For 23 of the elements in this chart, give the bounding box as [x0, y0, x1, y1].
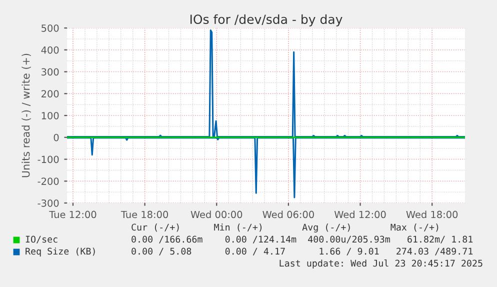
y-tick-label: 300 [42, 68, 59, 76]
text: 0.00 /166.66m 0.00 /124.14m 400.00u/205.93m 61.82m/ 1.81 [132, 236, 473, 244]
y-tick-label: 500 [42, 24, 59, 32]
legend-label: IO/sec [26, 236, 58, 244]
x-tick-label: Wed 06:00 [262, 210, 314, 218]
y-tick-label: 200 [42, 90, 59, 98]
x-tick-label: Wed 12:00 [334, 210, 386, 218]
y-tick-label: -300 [38, 199, 59, 207]
legend-label: Req Size (KB) [26, 248, 95, 256]
text: Cur (-/+) Min (-/+) Avg (-/+) Max (-/+) [132, 224, 438, 232]
x-tick-label: Wed 00:00 [190, 210, 242, 218]
y-tick-label: 100 [42, 112, 59, 120]
x-tick-label: Tue 18:00 [120, 210, 168, 218]
y-tick-label: -200 [38, 178, 59, 185]
x-tick-label: Tue 12:00 [49, 210, 96, 218]
y-tick-label: -100 [38, 156, 59, 164]
text: 0.00 / 5.08 0.00 / 4.17 1.66 / 9.01 274.03 /489.71 [132, 248, 473, 256]
y-tick-label: 0 [54, 134, 59, 142]
y-axis-title: Units read (-) / write (+) [22, 54, 31, 178]
chart-title: IOs for /dev/sda - by day [190, 14, 342, 26]
x-tick-label: Wed 18:00 [406, 210, 458, 218]
text: Last update: Wed Jul 23 20:45:17 2025 [280, 260, 482, 268]
y-tick-label: 400 [41, 46, 59, 54]
